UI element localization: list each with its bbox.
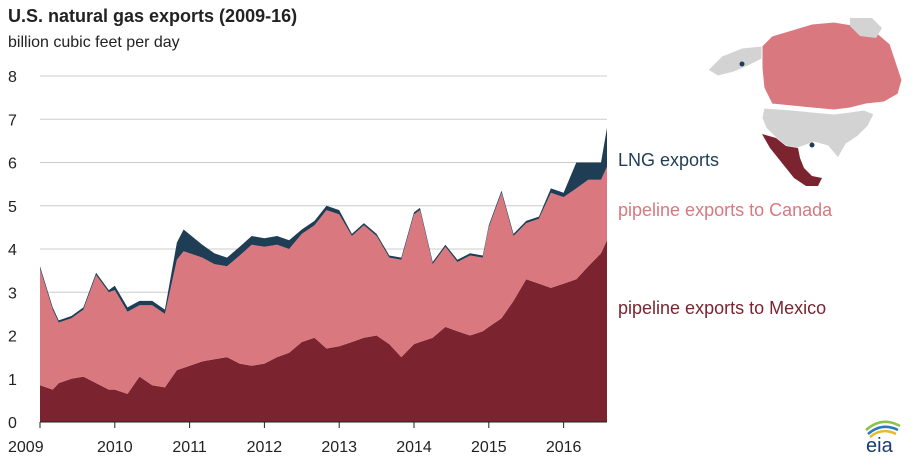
y-tick-label: 8 <box>8 69 17 86</box>
y-axis-ticks: 0 1 2 3 4 5 6 7 8 <box>8 69 17 432</box>
logo-arc-yellow <box>869 429 897 438</box>
y-tick-label: 6 <box>8 156 17 173</box>
y-tick-label: 2 <box>8 329 17 346</box>
y-tick-label: 3 <box>8 285 17 302</box>
y-tick-label: 7 <box>8 112 17 129</box>
x-tick-label: 2015 <box>471 439 507 456</box>
y-tick-label: 4 <box>8 242 17 259</box>
logo-text: eia <box>866 435 894 456</box>
logo-arc-blue <box>867 425 899 435</box>
x-tick-label: 2014 <box>396 439 432 456</box>
x-axis-ticks: 2009 2010 2011 2012 2013 2014 2015 2016 <box>8 439 582 456</box>
legend-pipeline-canada: pipeline exports to Canada <box>618 200 833 220</box>
map-dot-alaska <box>739 61 745 67</box>
x-tick-label: 2012 <box>247 439 283 456</box>
y-tick-label: 5 <box>8 199 17 216</box>
north-america-map <box>707 18 903 186</box>
legend-lng-exports: LNG exports <box>618 150 720 170</box>
chart-title: U.S. natural gas exports (2009-16) <box>8 6 298 26</box>
x-tick-label: 2009 <box>8 439 44 456</box>
map-mexico <box>762 134 822 186</box>
y-tick-label: 1 <box>8 372 17 389</box>
map-canada <box>761 21 903 111</box>
x-tick-label: 2013 <box>321 439 357 456</box>
x-tick-label: 2010 <box>97 439 133 456</box>
area-pipeline-exports-to-canada <box>40 166 607 394</box>
map-greenland <box>850 18 882 38</box>
y-axis-label: billion cubic feet per day <box>8 34 180 51</box>
eia-logo: eia <box>865 420 901 456</box>
x-tick-label: 2011 <box>172 439 207 456</box>
y-tick-label: 0 <box>8 415 17 432</box>
area-series <box>40 127 607 422</box>
legend-pipeline-mexico: pipeline exports to Mexico <box>618 298 827 318</box>
area-pipeline-exports-to-mexico <box>40 240 607 422</box>
logo-arc-green <box>865 420 901 431</box>
axes <box>39 421 607 428</box>
map-dot-gulf <box>809 142 815 148</box>
x-tick-label: 2016 <box>546 439 582 456</box>
